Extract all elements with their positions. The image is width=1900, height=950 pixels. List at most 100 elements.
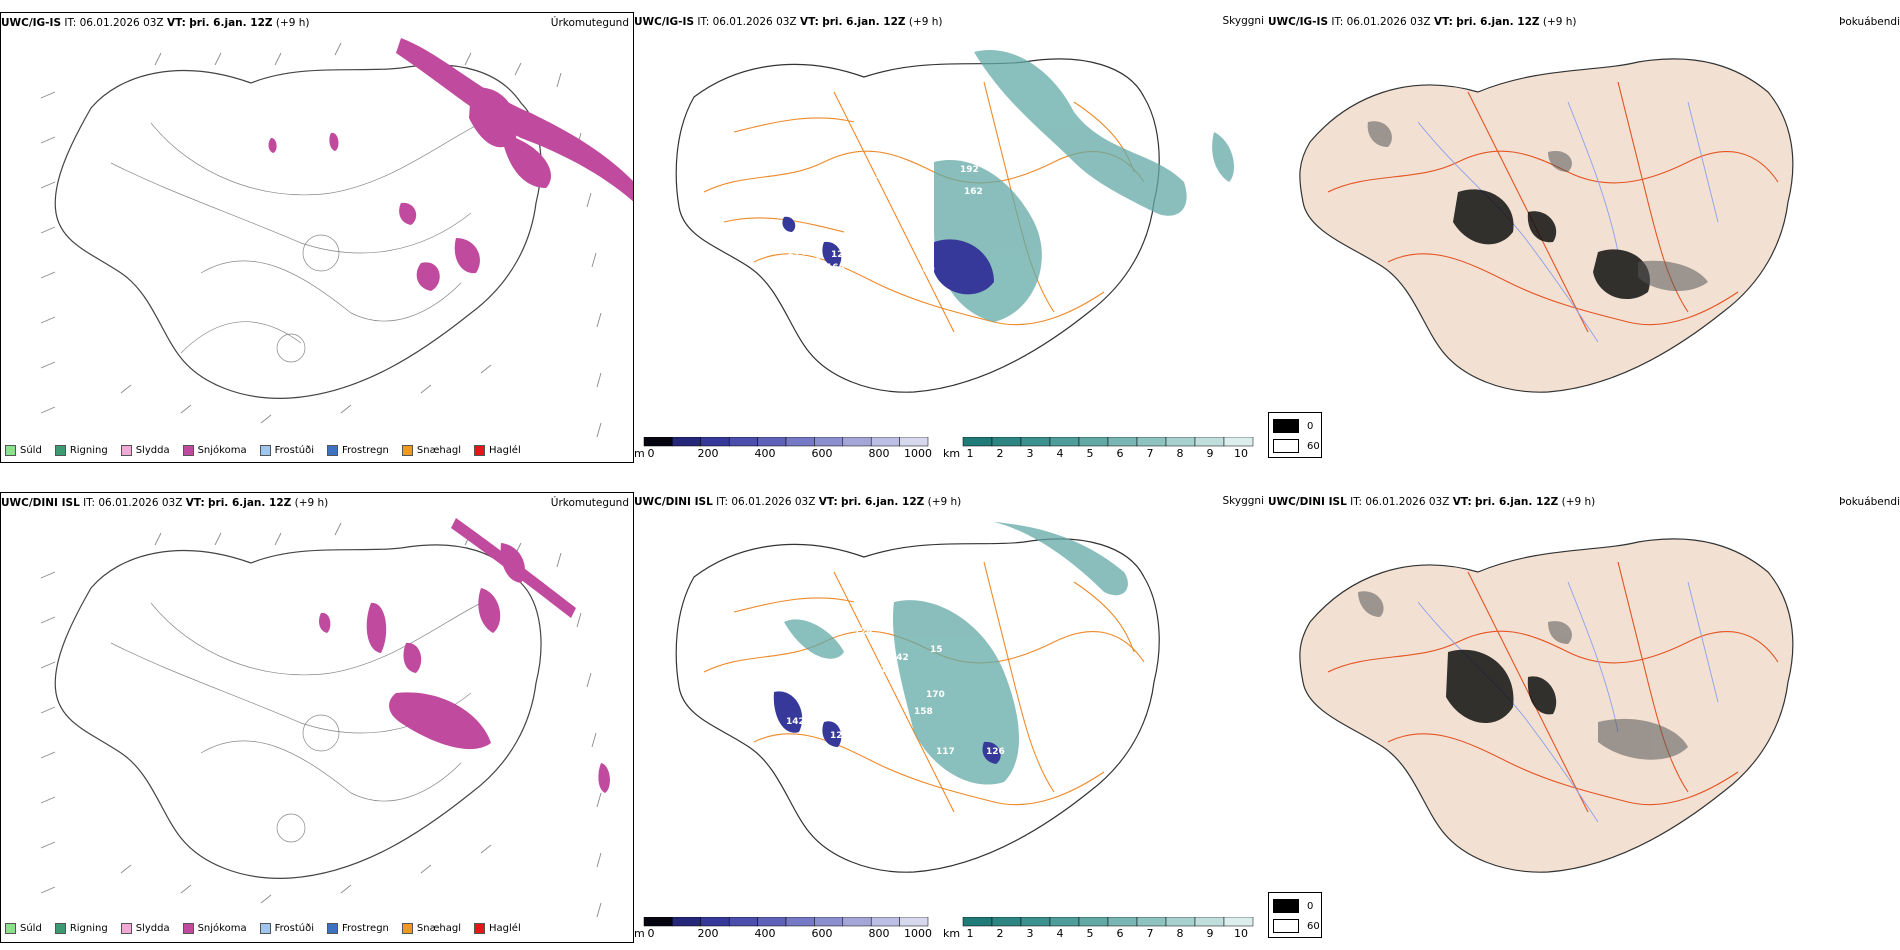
- colorbar-segment: [842, 917, 872, 927]
- height-label: 129: [831, 250, 850, 260]
- legend-item: Súld: [5, 444, 42, 456]
- height-tick: 400: [754, 927, 776, 940]
- fog-key-row1: 0 60: [1268, 412, 1322, 458]
- height-label: 117: [936, 747, 955, 757]
- fog-panel-row1: UWC/IG-IS IT: 06.01.2026 03Z VT: þri. 6.…: [1268, 12, 1900, 463]
- visibility-tick: 1: [966, 447, 974, 460]
- legend-swatch: [327, 922, 338, 934]
- colorbar-segment: [899, 437, 929, 447]
- legend-swatch: [182, 444, 194, 456]
- height-label: 162: [964, 187, 983, 197]
- legend-item: Snjókoma: [182, 922, 247, 934]
- height-tick: 0: [647, 927, 655, 940]
- height-label: 187: [886, 741, 905, 751]
- height-label: 298: [889, 275, 908, 285]
- height-label: 442: [890, 653, 909, 663]
- precip-title: UWC/DINI ISL IT: 06.01.2026 03Z VT: þri.…: [1, 497, 329, 509]
- visibility-map: 129 144 126 123 102 280 53 164 90 298 16…: [675, 50, 1234, 393]
- height-tick: 800: [868, 927, 890, 940]
- height-label: 126: [852, 187, 871, 197]
- height-label: 122: [830, 731, 849, 741]
- height-label: 158: [914, 707, 933, 717]
- visibility-colorbar-row2: km 1 2 3 4 5 6 7 8 9 10: [943, 917, 1263, 940]
- colorbar-segment: [672, 917, 702, 927]
- colorbar-segment: [1136, 917, 1167, 927]
- visibility-tick: 5: [1086, 447, 1094, 460]
- colorbar-segment: [1194, 437, 1225, 447]
- height-label: 79: [1070, 635, 1083, 645]
- colorbar-segment: [1194, 917, 1225, 927]
- precip-panel-row1: UWC/IG-IS IT: 06.01.2026 03Z VT: þri. 6.…: [0, 12, 634, 463]
- fog-key-swatch: [1273, 919, 1299, 933]
- colorbar-segment: [1049, 437, 1080, 447]
- legend-swatch: [259, 922, 271, 934]
- legend-swatch: [401, 444, 413, 456]
- fog-key-row2: 0 60: [1268, 892, 1322, 938]
- legend-item: Snæhagl: [401, 444, 461, 456]
- fog-key-swatch: [1273, 439, 1299, 453]
- colorbar-segment: [870, 437, 900, 447]
- visibility-tick: 6: [1116, 447, 1124, 460]
- visibility-tick: 7: [1146, 447, 1154, 460]
- fog-key-swatch: [1273, 419, 1299, 433]
- precip-panel-row2: UWC/DINI ISL IT: 06.01.2026 03Z VT: þri.…: [0, 492, 634, 943]
- height-label: 102: [860, 210, 879, 220]
- colorbar-segment: [1165, 437, 1196, 447]
- colorbar-segment: [1107, 437, 1138, 447]
- legend-swatch: [182, 922, 194, 934]
- visibility-tick: 10: [1234, 927, 1248, 940]
- legend-swatch: [327, 444, 338, 456]
- colorbar-segment: [962, 437, 993, 447]
- colorbar-segment: [899, 917, 929, 927]
- height-label: 144: [787, 248, 806, 258]
- height-label: 257: [900, 751, 919, 761]
- legend-item: Slydda: [120, 922, 170, 934]
- visibility-title: UWC/IG-IS IT: 06.01.2026 03Z VT: þri. 6.…: [634, 16, 943, 28]
- visibility-tick: 1: [966, 927, 974, 940]
- legend-item: Snjókoma: [182, 444, 247, 456]
- fog-panel-name: Þokuábendi: [1839, 496, 1900, 508]
- colorbar-segment: [1078, 917, 1109, 927]
- height-label: 194: [1074, 655, 1093, 665]
- visibility-tick: 5: [1086, 927, 1094, 940]
- visibility-unit: km: [943, 447, 961, 460]
- visibility-tick: 3: [1026, 927, 1034, 940]
- fog-map: [1299, 58, 1794, 393]
- colorbar-segment: [870, 917, 900, 927]
- colorbar-segment: [962, 917, 993, 927]
- fog-panel-row2: UWC/DINI ISL IT: 06.01.2026 03Z VT: þri.…: [1268, 492, 1900, 943]
- colorbar-segment: [757, 437, 787, 447]
- visibility-unit: km: [943, 927, 961, 940]
- precip-title: UWC/IG-IS IT: 06.01.2026 03Z VT: þri. 6.…: [1, 17, 310, 29]
- precip-panel-name: Úrkomutegund: [550, 17, 629, 29]
- height-label: 123: [862, 171, 881, 181]
- visibility-panel-name: Skyggni: [1222, 495, 1265, 507]
- visibility-tick: 9: [1206, 447, 1214, 460]
- height-tick: 1000: [904, 927, 932, 940]
- legend-swatch: [54, 922, 66, 934]
- fog-key-item: 60: [1273, 919, 1320, 933]
- colorbar-segment: [1223, 917, 1254, 927]
- colorbar-segment: [1049, 917, 1080, 927]
- precip-legend: Súld Rigning Slydda Snjókoma Frostúði Fr…: [5, 441, 534, 459]
- height-tick: 600: [811, 927, 833, 940]
- height-tick: 400: [754, 447, 776, 460]
- legend-item: Snæhagl: [401, 922, 461, 934]
- height-colorbar-row2: m 0 200 400 600 800 1000: [634, 917, 934, 940]
- height-label: 90: [862, 263, 875, 273]
- visibility-title: UWC/DINI ISL IT: 06.01.2026 03Z VT: þri.…: [634, 496, 962, 508]
- legend-swatch: [474, 922, 486, 934]
- fog-map: [1299, 538, 1794, 873]
- legend-item: Haglél: [474, 444, 521, 456]
- legend-item: Rigning: [54, 444, 108, 456]
- colorbar-segment: [700, 917, 730, 927]
- fog-title: UWC/DINI ISL IT: 06.01.2026 03Z VT: þri.…: [1268, 496, 1596, 508]
- precip-panel-name: Úrkomutegund: [550, 497, 629, 509]
- height-label: 280: [839, 233, 858, 243]
- visibility-colorbar-row1: km 1 2 3 4 5 6 7 8 9 10: [943, 437, 1263, 460]
- legend-item: Slydda: [120, 444, 170, 456]
- colorbar-segment: [1223, 437, 1254, 447]
- visibility-colorbar-swatches: [962, 917, 1254, 927]
- visibility-tick: 10: [1234, 447, 1248, 460]
- legend-item: Frostúði: [259, 444, 314, 456]
